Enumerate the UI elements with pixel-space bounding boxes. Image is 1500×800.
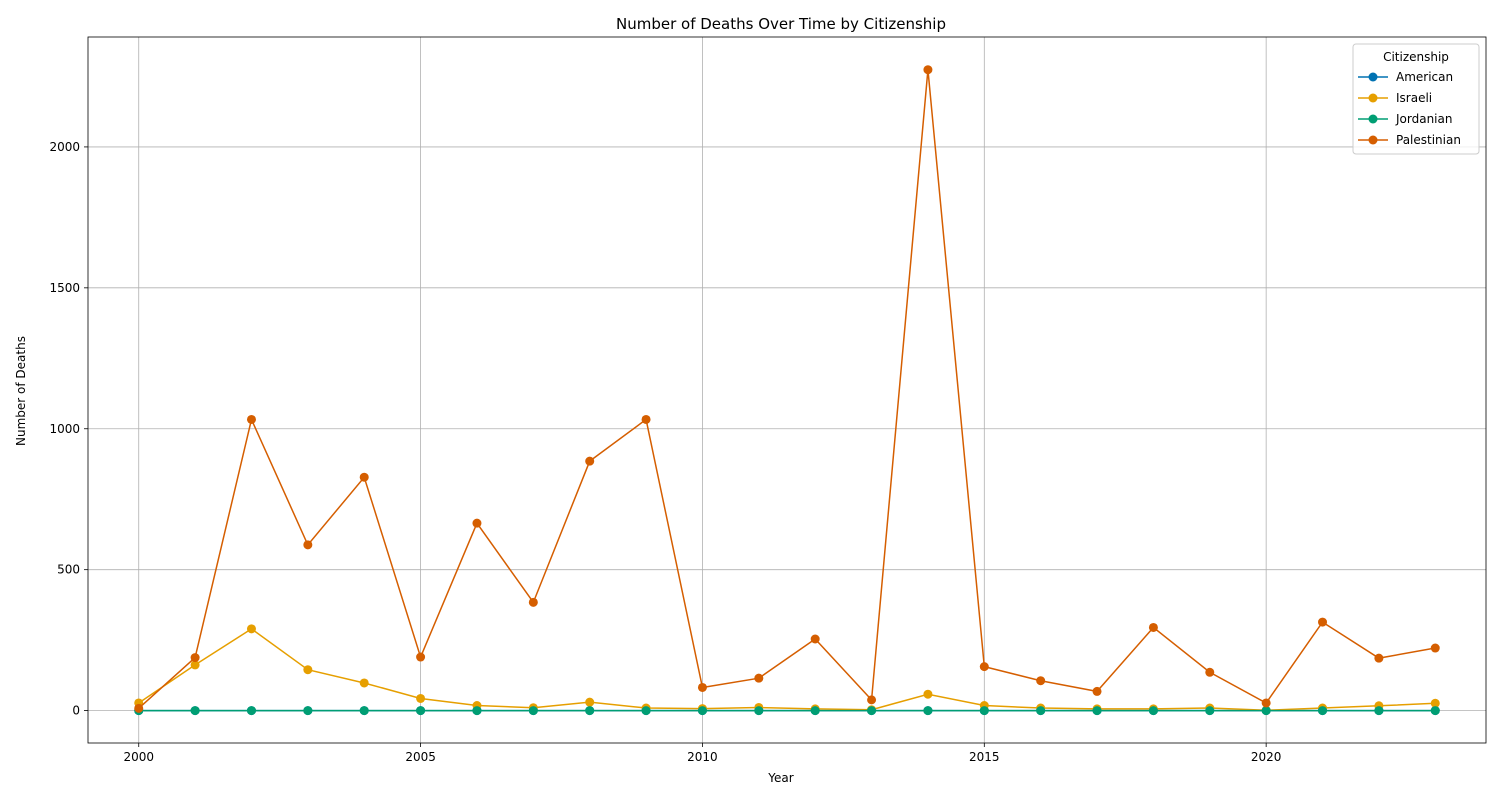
data-point-jordanian xyxy=(1148,706,1158,716)
legend-marker-israeli xyxy=(1368,93,1378,103)
x-axis-label: Year xyxy=(767,771,793,785)
legend-label-israeli: Israeli xyxy=(1396,91,1432,105)
y-tick-label: 0 xyxy=(72,704,80,718)
y-tick-label: 2000 xyxy=(49,140,80,154)
data-point-jordanian xyxy=(923,706,933,716)
legend-marker-jordanian xyxy=(1368,114,1378,124)
data-point-jordanian xyxy=(1318,706,1328,716)
data-point-jordanian xyxy=(1261,706,1271,716)
data-point-jordanian xyxy=(867,706,877,716)
data-point-jordanian xyxy=(1374,706,1384,716)
data-point-jordanian xyxy=(697,706,707,716)
x-tick-label: 2005 xyxy=(405,750,436,764)
data-point-palestinian xyxy=(246,414,256,424)
data-point-palestinian xyxy=(1318,617,1328,627)
data-point-palestinian xyxy=(190,653,200,663)
y-axis-label: Number of Deaths xyxy=(14,336,28,446)
legend: Citizenship American Israeli Jordanian Pale… xyxy=(1352,43,1480,155)
data-point-israeli xyxy=(190,660,200,670)
legend-label-american: American xyxy=(1396,70,1453,84)
x-tick-label: 2010 xyxy=(687,750,718,764)
data-point-israeli xyxy=(923,689,933,699)
data-point-jordanian xyxy=(359,706,369,716)
legend-item-palestinian: Palestinian xyxy=(1358,133,1461,147)
series-line-palestinian xyxy=(138,69,1436,709)
data-point-israeli xyxy=(585,697,595,707)
series-palestinian xyxy=(134,65,1440,713)
legend-label-palestinian: Palestinian xyxy=(1396,133,1461,147)
data-point-palestinian xyxy=(979,662,989,672)
x-tick-label: 2020 xyxy=(1251,750,1282,764)
legend-box xyxy=(1352,43,1480,155)
data-point-jordanian xyxy=(246,706,256,716)
data-point-jordanian xyxy=(1205,706,1215,716)
data-point-palestinian xyxy=(134,703,144,713)
data-point-israeli xyxy=(416,693,426,703)
data-point-palestinian xyxy=(303,540,313,550)
y-tick-label: 500 xyxy=(57,563,80,577)
x-tick-label: 2000 xyxy=(123,750,154,764)
data-point-palestinian xyxy=(1036,676,1046,686)
series-layer xyxy=(134,65,1440,716)
data-point-palestinian xyxy=(359,472,369,482)
data-point-palestinian xyxy=(867,695,877,705)
data-point-jordanian xyxy=(810,706,820,716)
data-point-palestinian xyxy=(528,597,538,607)
legend-item-jordanian: Jordanian xyxy=(1358,112,1452,126)
legend-marker-american xyxy=(1368,72,1378,82)
series-israeli xyxy=(134,624,1440,715)
series-line-israeli xyxy=(138,627,1436,712)
data-point-israeli xyxy=(303,665,313,675)
data-point-jordanian xyxy=(1430,706,1440,716)
legend-title: Citizenship xyxy=(1383,50,1449,64)
data-point-jordanian xyxy=(585,706,595,716)
data-point-jordanian xyxy=(303,706,313,716)
chart-title: Number of Deaths Over Time by Citizenshi… xyxy=(616,15,946,33)
data-point-palestinian xyxy=(697,682,707,692)
data-point-israeli xyxy=(246,624,256,634)
data-point-jordanian xyxy=(641,706,651,716)
data-point-palestinian xyxy=(585,456,595,466)
data-point-palestinian xyxy=(1092,686,1102,696)
plot-frame xyxy=(87,36,1487,744)
data-point-jordanian xyxy=(1036,706,1046,716)
data-point-palestinian xyxy=(641,414,651,424)
series-jordanian xyxy=(134,706,1440,716)
legend-items: American Israeli Jordanian Palestinian xyxy=(1358,70,1461,147)
data-point-palestinian xyxy=(1148,622,1158,632)
axis-ticks: 2000 2005 2010 2015 2020 0 500 1000 1500 2000 xyxy=(49,140,1281,764)
data-point-jordanian xyxy=(1092,706,1102,716)
data-point-jordanian xyxy=(190,706,200,716)
data-point-palestinian xyxy=(1205,667,1215,677)
data-point-israeli xyxy=(359,678,369,688)
data-point-jordanian xyxy=(416,706,426,716)
y-tick-label: 1000 xyxy=(49,422,80,436)
data-point-palestinian xyxy=(754,673,764,683)
legend-label-jordanian: Jordanian xyxy=(1395,112,1452,126)
legend-marker-palestinian xyxy=(1368,135,1378,145)
data-point-palestinian xyxy=(923,65,933,75)
data-point-palestinian xyxy=(1374,653,1384,663)
data-point-palestinian xyxy=(810,634,820,644)
data-point-palestinian xyxy=(416,652,426,662)
data-point-jordanian xyxy=(979,706,989,716)
data-point-israeli xyxy=(1430,698,1440,708)
grid-lines xyxy=(88,37,1486,743)
legend-item-israeli: Israeli xyxy=(1358,91,1432,105)
data-point-palestinian xyxy=(1430,643,1440,653)
data-point-palestinian xyxy=(1261,698,1271,708)
y-tick-label: 1500 xyxy=(49,281,80,295)
x-tick-label: 2015 xyxy=(969,750,1000,764)
data-point-jordanian xyxy=(754,706,764,716)
data-point-palestinian xyxy=(472,518,482,528)
data-point-jordanian xyxy=(528,706,538,716)
legend-item-american: American xyxy=(1358,70,1453,84)
data-point-jordanian xyxy=(472,706,482,716)
